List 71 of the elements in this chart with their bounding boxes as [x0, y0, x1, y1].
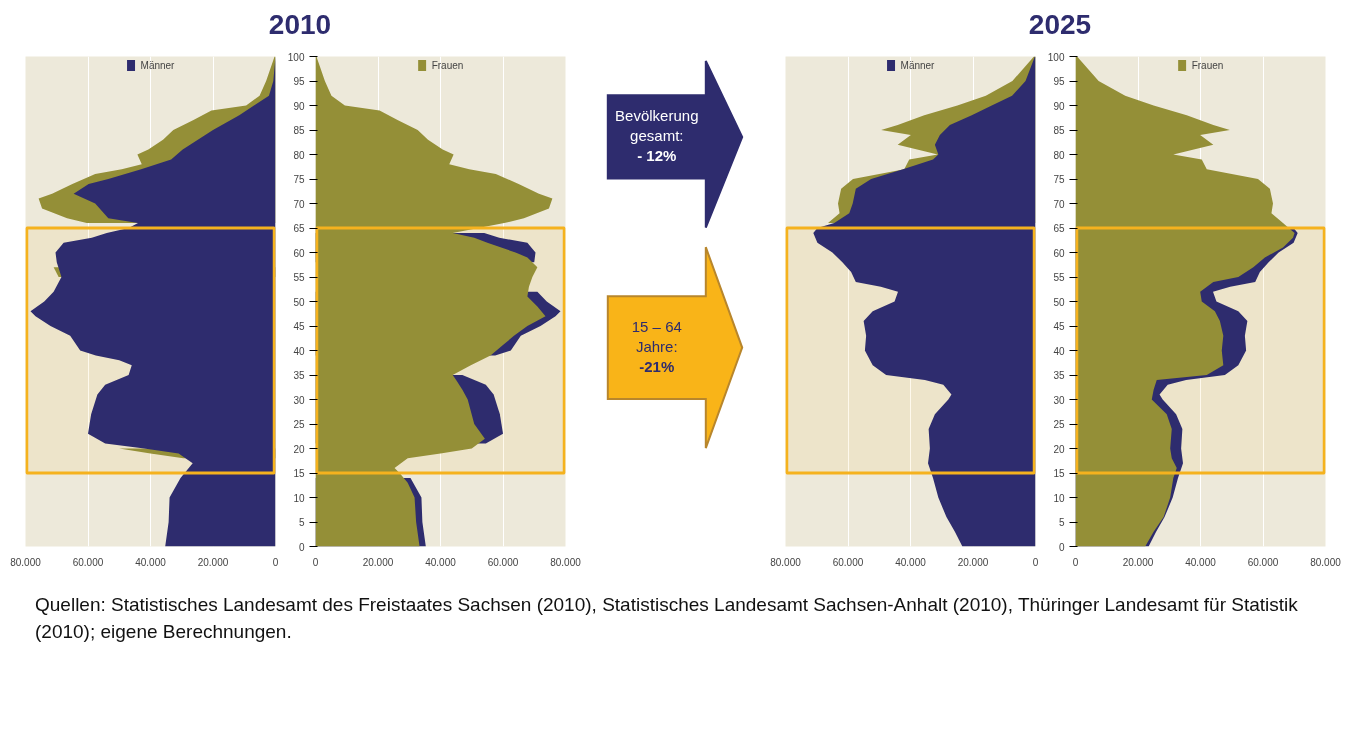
- y-tick-label: 75: [293, 174, 305, 185]
- x-tick-label: 0: [272, 556, 279, 568]
- x-tick-label: 40.000: [1185, 556, 1217, 568]
- legend-label: Männer: [140, 59, 175, 71]
- x-tick-label: 80.000: [10, 556, 42, 568]
- x-tick-label: 60.000: [1247, 556, 1279, 568]
- y-tick-label: 90: [293, 100, 305, 112]
- x-tick-label: 0: [1072, 556, 1079, 568]
- y-tick-label: 70: [1053, 198, 1065, 210]
- y-tick-label: 90: [1053, 100, 1065, 112]
- y-tick-label: 20: [293, 443, 305, 455]
- y-tick-label: 0: [1058, 541, 1065, 553]
- text: 15 – 64 Jahre: -21%: [631, 317, 682, 375]
- y-tick-label: 80: [293, 149, 305, 161]
- x-tick-label: 0: [1032, 556, 1039, 568]
- legend-label: Frauen: [1191, 59, 1224, 71]
- y-tick-label: 10: [1053, 492, 1065, 504]
- y-tick-label: 45: [293, 321, 305, 332]
- y-tick-label: 10: [293, 492, 305, 504]
- y-tick-label: 85: [1053, 125, 1065, 136]
- y-tick-label: 95: [293, 76, 305, 87]
- y-tick-label: 40: [293, 345, 305, 357]
- x-tick-label: 80.000: [550, 556, 582, 568]
- x-tick-label: 60.000: [832, 556, 864, 568]
- x-tick-label: 20.000: [197, 556, 229, 568]
- y-tick-label: 55: [293, 272, 305, 283]
- y-tick-label: 15: [1053, 468, 1065, 479]
- x-tick-label: 40.000: [425, 556, 457, 568]
- x-tick-label: 40.000: [895, 556, 927, 568]
- y-tick-label: 15: [293, 468, 305, 479]
- y-tick-label: 35: [1053, 370, 1065, 381]
- y-tick-label: 30: [293, 394, 305, 406]
- y-tick-label: 5: [1058, 517, 1065, 528]
- y-tick-label: 80: [1053, 149, 1065, 161]
- y-tick-label: 25: [1053, 419, 1065, 430]
- x-tick-label: 80.000: [770, 556, 802, 568]
- y-tick-label: 5: [298, 517, 305, 528]
- y-tick-label: 65: [293, 223, 305, 234]
- x-tick-label: 60.000: [487, 556, 519, 568]
- x-tick-label: 40.000: [135, 556, 167, 568]
- y-tick-label: 85: [293, 125, 305, 136]
- y-tick-label: 50: [293, 296, 305, 308]
- legend-label: Frauen: [431, 59, 464, 71]
- x-tick-label: 20.000: [957, 556, 989, 568]
- x-tick-label: 0: [312, 556, 319, 568]
- y-tick-label: 65: [1053, 223, 1065, 234]
- y-tick-label: 40: [1053, 345, 1065, 357]
- x-tick-label: 20.000: [1122, 556, 1154, 568]
- y-tick-label: 70: [293, 198, 305, 210]
- x-tick-label: 80.000: [1310, 556, 1342, 568]
- y-tick-label: 55: [1053, 272, 1065, 283]
- y-tick-label: 20: [1053, 443, 1065, 455]
- y-tick-label: 60: [293, 247, 305, 259]
- legend-label: Männer: [900, 59, 935, 71]
- y-tick-label: 95: [1053, 76, 1065, 87]
- y-tick-label: 30: [1053, 394, 1065, 406]
- y-tick-label: 100: [287, 51, 305, 63]
- y-tick-label: 35: [293, 370, 305, 381]
- x-tick-label: 20.000: [362, 556, 394, 568]
- y-tick-label: 25: [293, 419, 305, 430]
- y-tick-label: 60: [1053, 247, 1065, 259]
- x-tick-label: 60.000: [72, 556, 104, 568]
- y-tick-label: 75: [1053, 174, 1065, 185]
- chart-title: 2010: [268, 8, 332, 42]
- source-note: Quellen: Statistisches Landesamt des Freistaates Sachsen (2010), Statistisches Landesamt Sachsen-Anhalt (2010), Thüringer Landesamt für Statistik (2010); eigene Berechnungen.: [35, 593, 1299, 645]
- y-tick-label: 50: [1053, 296, 1065, 308]
- y-tick-label: 0: [298, 541, 305, 553]
- y-tick-label: 45: [1053, 321, 1065, 332]
- chart-title: 2025: [1028, 8, 1092, 42]
- text: Bevölkerung gesamt: - 12%: [615, 106, 699, 164]
- y-tick-label: 100: [1047, 51, 1065, 63]
